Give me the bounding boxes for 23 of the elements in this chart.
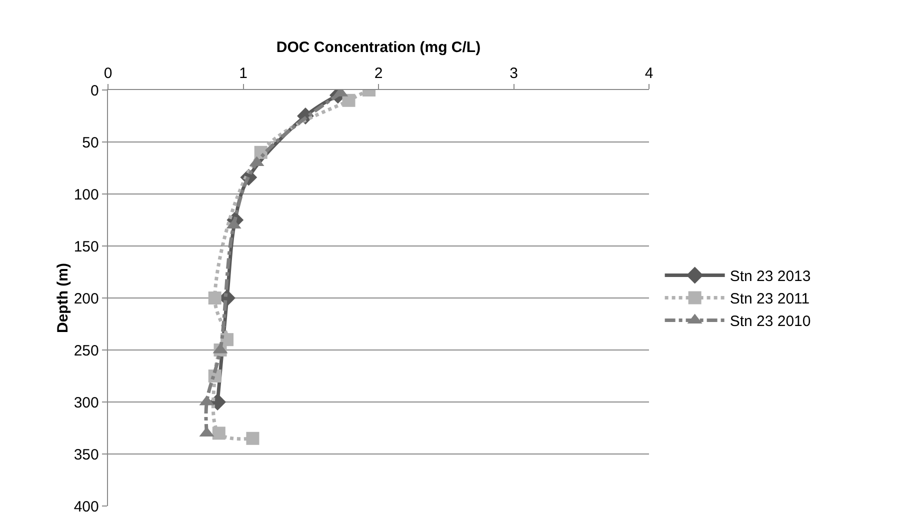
- x-axis-title: DOC Concentration (mg C/L): [276, 39, 481, 56]
- y-tick-label: 400: [74, 498, 99, 516]
- y-tick-label: 0: [90, 82, 99, 100]
- y-tick-label: 100: [74, 186, 99, 204]
- y-axis-title: Depth (m): [54, 263, 72, 333]
- x-tick-label: 3: [510, 64, 518, 82]
- legend-label: Stn 23 2013: [730, 268, 811, 286]
- x-tick-label: 0: [104, 64, 112, 82]
- y-tick-label: 250: [74, 342, 99, 360]
- point: [246, 432, 260, 445]
- point: [212, 426, 226, 440]
- legend-label: Stn 23 2011: [730, 290, 810, 308]
- y-tick-label: 150: [74, 238, 99, 256]
- point: [342, 94, 356, 107]
- x-tick-label: 4: [644, 64, 654, 82]
- y-tick-label: 300: [74, 394, 99, 412]
- y-tick-label: 50: [82, 134, 99, 152]
- legend-label: Stn 23 2010: [730, 313, 811, 330]
- y-tick-label: 200: [74, 290, 99, 308]
- point: [208, 292, 222, 304]
- x-tick-label: 1: [239, 64, 248, 82]
- x-tick-label: 2: [374, 64, 383, 82]
- y-tick-label: 350: [74, 446, 99, 464]
